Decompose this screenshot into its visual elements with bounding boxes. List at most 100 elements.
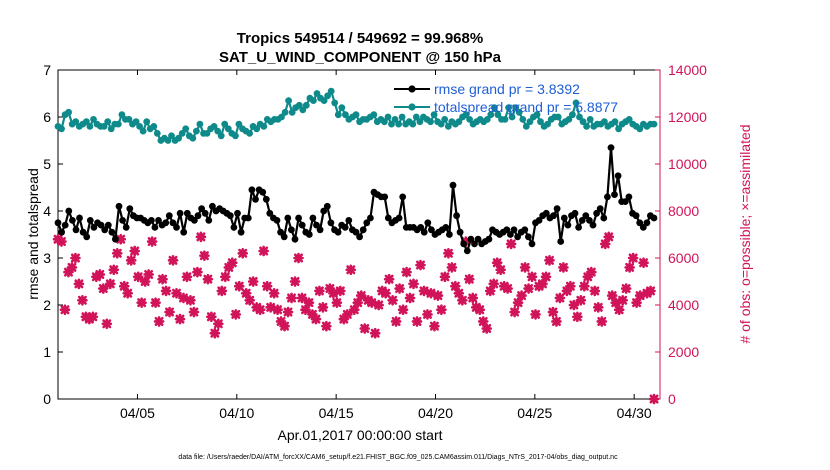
rmse-point	[183, 209, 191, 217]
obs-assimilated-point	[146, 236, 158, 247]
totalspread-point	[299, 106, 307, 114]
obs-assimilated-point	[558, 262, 569, 273]
totalspread-point	[136, 123, 144, 130]
obs-assimilated-point	[516, 290, 527, 301]
totalspread-point	[285, 97, 292, 104]
rmse-point	[456, 228, 464, 236]
obs-assimilated-point	[366, 297, 378, 308]
totalspread-point	[427, 118, 434, 126]
obs-assimilated-point	[467, 292, 479, 304]
obs-assimilated-point	[216, 285, 228, 297]
obs-assimilated-point	[139, 276, 151, 287]
totalspread-point	[512, 104, 520, 111]
obs-assimilated-point	[244, 295, 256, 306]
left-tick-label: 3	[43, 250, 51, 266]
obs-assimilated-point	[87, 311, 99, 323]
rmse-point	[560, 214, 568, 222]
obs-assimilated-point	[220, 271, 231, 283]
rmse-point	[514, 233, 521, 241]
rmse-point	[611, 191, 618, 199]
rmse-point	[316, 226, 324, 234]
totalspread-point	[320, 97, 328, 104]
totalspread-point	[441, 116, 449, 123]
rmse-point	[442, 224, 450, 231]
rmse-point	[428, 226, 435, 234]
obs-assimilated-point	[589, 285, 601, 297]
obs-assimilated-point	[599, 238, 611, 250]
obs-assimilated-point	[631, 297, 642, 308]
obs-assimilated-point	[289, 276, 301, 287]
obs-assimilated-point	[331, 297, 343, 308]
rmse-point	[446, 231, 453, 238]
totalspread-point	[235, 120, 243, 128]
rmse-point	[162, 219, 170, 227]
rmse-point	[97, 221, 105, 229]
rmse-point	[101, 226, 109, 234]
totalspread-point	[615, 125, 622, 133]
totalspread-point	[278, 113, 285, 121]
rmse-point	[230, 224, 238, 231]
obs-assimilated-point	[488, 278, 500, 290]
obs-assimilated-point	[136, 297, 147, 308]
right-tick-label: 4000	[668, 297, 699, 313]
obs-assimilated-point	[401, 266, 412, 278]
x-tick-label: 04/15	[319, 405, 354, 421]
obs-assimilated-point	[300, 304, 311, 315]
rmse-point	[578, 217, 586, 224]
obs-assimilated-point	[66, 262, 78, 273]
totalspread-point	[494, 111, 502, 119]
obs-assimilated-point	[645, 285, 656, 297]
totalspread-point	[579, 118, 587, 126]
obs-assimilated-point	[261, 280, 273, 292]
rmse-point	[288, 226, 295, 234]
right-tick-label: 14000	[668, 62, 707, 78]
rmse-point	[625, 193, 633, 201]
obs-assimilated-point	[530, 309, 541, 320]
rmse-point	[460, 240, 468, 248]
totalspread-point	[310, 97, 317, 104]
obs-assimilated-point	[153, 316, 165, 327]
right-tick-label: 12000	[668, 109, 707, 125]
rmse-point	[510, 226, 518, 234]
chart-title-line2: SAT_U_WIND_COMPONENT @ 150 hPa	[219, 49, 502, 66]
rmse-point	[173, 224, 180, 231]
totalspread-point	[572, 99, 580, 107]
rmse-point	[571, 209, 579, 217]
rmse-point	[305, 231, 313, 238]
totalspread-point	[569, 111, 576, 119]
rmse-point	[201, 209, 209, 217]
totalspread-point	[214, 127, 222, 135]
obs-assimilated-point	[572, 311, 583, 323]
obs-assimilated-point	[425, 287, 437, 299]
obs-assimilated-point	[268, 287, 280, 299]
totalspread-point	[334, 111, 342, 119]
rmse-point	[417, 224, 425, 231]
rmse-point	[126, 205, 134, 213]
rmse-point	[155, 217, 162, 224]
totalspread-point	[505, 104, 512, 111]
rmse-point	[122, 224, 130, 231]
totalspread-point	[508, 113, 516, 121]
obs-assimilated-point	[171, 287, 182, 299]
rmse-point	[320, 207, 328, 215]
obs-assimilated-point	[505, 238, 517, 250]
totalspread-point	[203, 130, 211, 137]
totalspread-point	[331, 99, 339, 107]
obs-assimilated-point	[254, 304, 266, 315]
obs-assimilated-point	[453, 287, 465, 299]
obs-assimilated-point	[296, 292, 308, 304]
right-axis: 0 2000 4000 6000 8000 10000 12000 14000	[655, 62, 707, 407]
obs-assimilated-point	[352, 297, 364, 308]
totalspread-point	[246, 130, 254, 137]
obs-assimilated-point	[369, 327, 381, 339]
x-tick-label: 04/05	[120, 405, 155, 421]
obs-assimilated-point	[603, 231, 615, 243]
obs-assimilated-point	[272, 304, 283, 315]
rmse-point	[291, 235, 299, 243]
obs-assimilated-point	[178, 292, 189, 304]
obs-assimilated-point	[387, 295, 398, 306]
obs-assimilated-point	[206, 311, 217, 323]
rmse-point	[528, 240, 536, 248]
totalspread-point	[324, 92, 331, 100]
totalspread-point	[107, 125, 115, 133]
